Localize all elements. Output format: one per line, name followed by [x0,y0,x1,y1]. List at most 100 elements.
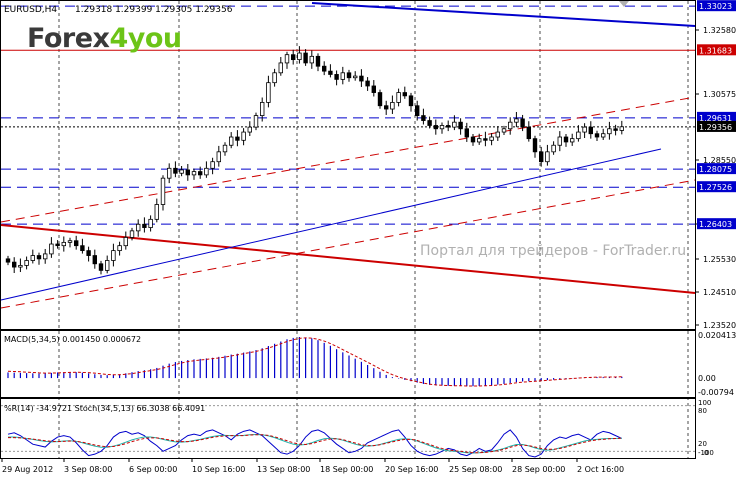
candle-body [92,255,97,265]
macd-tick-label: 0.020413 [698,331,736,340]
price-level-label: 1.29356 [699,123,732,132]
candle-body [278,62,283,74]
candle-body [371,85,376,93]
price-level-tag [697,120,736,132]
candle-body [216,151,221,163]
candle-body [470,136,476,143]
time-tick-label: 28 Sep 00:00 [512,465,565,474]
candle-body [18,265,23,268]
support-trend-line [0,148,662,301]
candle-body [396,92,401,103]
candle-body [390,102,395,110]
candle-body [507,121,513,130]
candle-body [74,240,79,247]
candle-body [303,52,308,64]
watermark: Портал для трейдеров - ForTrader.ru [420,243,686,259]
wpr-line [7,429,623,458]
candle-body [421,115,426,121]
candle-body [328,70,333,75]
candle-body [476,138,482,143]
stoch-panel-frame [0,398,696,459]
candle-body [607,128,612,135]
candle-body [557,136,562,146]
time-tick-label: 3 Sep 08:00 [64,465,112,474]
candle-body [43,253,48,260]
candle-body [297,52,302,61]
stoch-signal-line [8,434,622,454]
candle-body [266,82,271,103]
macd-signal [7,337,622,387]
candle-body [111,250,116,261]
candle-body [315,55,321,67]
price-level-tag [697,0,736,12]
candle-body [30,255,35,261]
price-level-label: 1.29631 [699,114,732,123]
macd-tick-label: -0.00794 [698,388,734,397]
candle-body [501,128,507,133]
candle-body [191,171,197,176]
price-level-label: 1.31683 [699,46,732,55]
candle-body [495,131,500,138]
candle-body [334,74,339,80]
candle-body [61,241,66,247]
ohlc-label: 1.29318 1.29399 1.29305 1.29356 [75,5,233,15]
price-tick-label: 1.23520 [703,321,736,330]
stoch-label: %R(14) -34.9721 Stoch(34,5,13) 66.3038 6… [4,404,205,413]
candle-body [247,126,252,133]
candle-body [346,72,352,79]
time-tick-label: 6 Sep 00:00 [129,465,177,474]
time-tick-label: 20 Sep 16:00 [385,465,438,474]
shift-marker-icon [619,1,629,7]
candle-body [321,65,327,72]
price-tick-label: 1.28550 [703,156,736,165]
price-axis: 1.325801.305751.285501.265201.255301.245… [695,0,736,330]
macd-axis: 0.020413 0.00 -0.00794 [698,331,736,397]
candle-body [173,167,178,174]
candle-body [228,136,234,146]
time-axis: 29 Aug 2012 3 Sep 08:00 6 Sep 00:00 10 Sep … [1,458,624,474]
candle-body [563,136,569,143]
candle-body [570,138,575,143]
candle-body [86,250,91,256]
candle-body [359,75,364,82]
candle-body [309,55,314,64]
price-level-label: 1.28075 [699,165,732,174]
macd-signal-line [7,337,622,387]
price-tick-label: 1.25530 [703,255,736,264]
stoch-main-line [8,433,622,454]
candle-body [36,255,42,260]
candle-body [135,223,141,232]
stoch-lines [1,405,695,458]
candle-body [408,95,414,107]
candle-body [613,128,618,131]
candle-body [402,92,407,97]
candle-body [105,260,110,271]
candle-body [290,54,296,61]
candle-body [340,72,345,80]
logo-text-left: Forex [27,23,110,54]
price-panel-frame [0,0,696,330]
candle-body [452,121,457,128]
candle-body [489,136,494,141]
candle-body [241,131,246,141]
time-tick-label: 25 Sep 08:00 [449,465,502,474]
candle-body [197,171,203,176]
candle-body [222,144,228,153]
macd-label: MACD(5,34,5) 0.001450 0.000672 [4,335,141,344]
candle-body [204,167,209,176]
candle-body [148,218,153,228]
candle-body [445,125,451,128]
candle-body [532,138,538,153]
candle-body [11,261,17,268]
candle-body [594,133,600,138]
candle-body [526,126,531,140]
price-level-tag [697,163,736,175]
time-tick-label: 18 Sep 00:00 [320,465,373,474]
candle-body [259,102,265,117]
price-tick-label: 1.32580 [703,26,736,35]
candle-body [551,144,556,153]
candle-body [377,92,383,107]
candle-body [414,105,420,117]
